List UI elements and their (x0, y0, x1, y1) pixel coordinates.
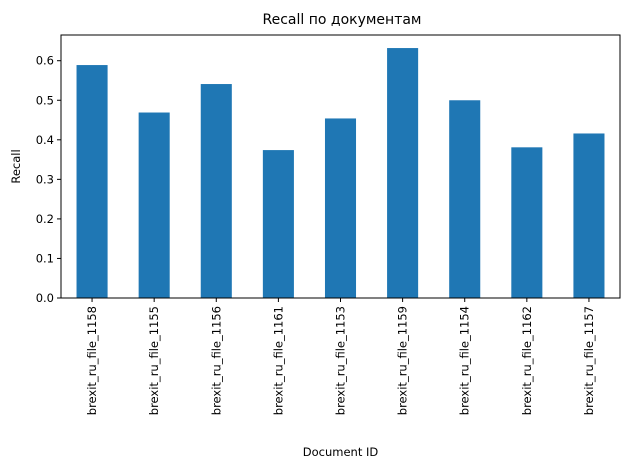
y-tick-label: 0.6 (36, 54, 54, 68)
x-tick-label: brexit_ru_file_1154 (458, 306, 472, 415)
y-tick-label: 0.4 (36, 133, 54, 147)
chart-title: Recall по документам (263, 12, 422, 28)
x-tick-label: brexit_ru_file_1156 (209, 306, 223, 415)
x-axis-label: Document ID (303, 445, 379, 459)
bar (200, 84, 232, 298)
bar (76, 65, 108, 298)
x-tick-label: brexit_ru_file_1162 (520, 306, 534, 415)
bar (138, 112, 170, 299)
x-tick-label: brexit_ru_file_1161 (271, 306, 285, 415)
bar (262, 150, 294, 298)
x-tick-label: brexit_ru_file_1157 (582, 306, 596, 415)
bar (387, 48, 419, 298)
y-tick-label: 0.5 (36, 93, 54, 107)
x-tick-label: brexit_ru_file_1153 (334, 306, 348, 415)
bar (573, 133, 605, 298)
x-axis: brexit_ru_file_1158 brexit_ru_file_1155 br… (85, 298, 596, 415)
x-tick-label: brexit_ru_file_1158 (85, 306, 99, 415)
bar (449, 100, 481, 298)
y-tick-label: 0.0 (36, 291, 54, 305)
bar (324, 118, 357, 298)
bars-group (76, 48, 605, 299)
y-axis: 0.0 0.1 0.2 0.3 0.4 0.5 0.6 (36, 54, 61, 305)
y-tick-label: 0.3 (36, 172, 54, 186)
bar (511, 147, 543, 298)
x-tick-label: brexit_ru_file_1159 (396, 306, 410, 415)
plot-frame (60, 34, 621, 299)
y-axis-label: Recall (9, 149, 23, 183)
y-tick-label: 0.1 (36, 251, 54, 265)
x-tick-label: brexit_ru_file_1155 (147, 306, 161, 415)
y-tick-label: 0.2 (36, 212, 54, 226)
